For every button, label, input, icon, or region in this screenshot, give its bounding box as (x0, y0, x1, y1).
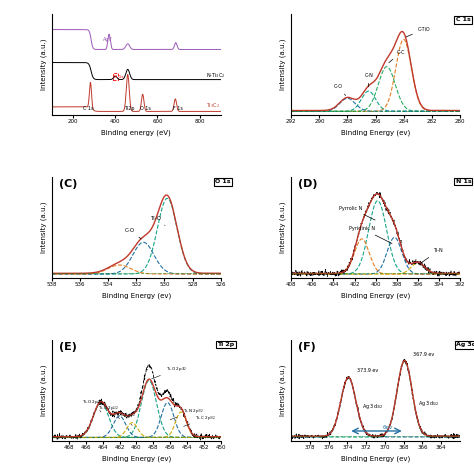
Text: Pyridinic N: Pyridinic N (349, 226, 392, 244)
Text: 367.9 ev: 367.9 ev (413, 352, 434, 357)
Text: Ag 3d: Ag 3d (456, 342, 474, 347)
Text: (D): (D) (298, 179, 318, 189)
Text: Ti-N: Ti-N (420, 248, 443, 264)
Text: C-N: C-N (365, 73, 373, 87)
Y-axis label: Intensity (a.u.): Intensity (a.u.) (40, 202, 46, 253)
Y-axis label: Intensity (a.u.): Intensity (a.u.) (40, 365, 46, 416)
Text: C 1s: C 1s (456, 18, 470, 22)
Text: Ti-O 2p$_{1/2}$: Ti-O 2p$_{1/2}$ (82, 398, 103, 412)
Text: O 1s: O 1s (140, 106, 151, 111)
Text: Ti-N 2p$_{1/2}$: Ti-N 2p$_{1/2}$ (99, 404, 119, 419)
Text: C 1s: C 1s (82, 106, 93, 111)
X-axis label: Binding energy (eV): Binding energy (eV) (101, 129, 171, 136)
Text: N 1s: N 1s (456, 179, 471, 184)
Text: 6ev: 6ev (383, 425, 393, 430)
Text: F: F (109, 37, 112, 42)
Text: (E): (E) (59, 342, 77, 352)
Y-axis label: Intensity (a.u.): Intensity (a.u.) (279, 365, 286, 416)
Y-axis label: Intensity (a.u.): Intensity (a.u.) (279, 39, 286, 90)
Text: Ti-O 2p$_{3/2}$: Ti-O 2p$_{3/2}$ (152, 365, 187, 379)
Text: C-O: C-O (125, 228, 141, 239)
Y-axis label: Intensity (a.u.): Intensity (a.u.) (279, 202, 286, 253)
Text: Ag: Ag (103, 37, 109, 42)
Text: C-O: C-O (333, 84, 346, 95)
Text: F 1s: F 1s (173, 106, 183, 111)
Text: Pyrrolic N: Pyrrolic N (339, 206, 375, 220)
Bar (113, 73, 118, 80)
Text: N-Ti$_3$C$_2$: N-Ti$_3$C$_2$ (206, 71, 225, 80)
Y-axis label: Intensity (a.u.): Intensity (a.u.) (40, 39, 46, 90)
X-axis label: Binding Energy (ev): Binding Energy (ev) (102, 456, 171, 462)
Text: Ti-N 2p$_{3/2}$: Ti-N 2p$_{3/2}$ (170, 407, 204, 419)
Text: Ti$_3$C$_2$: Ti$_3$C$_2$ (206, 101, 220, 110)
Text: Ti-C 2p$_{3/2}$: Ti-C 2p$_{3/2}$ (183, 414, 216, 427)
Text: Ag 3d$_{5/2}$: Ag 3d$_{5/2}$ (418, 400, 439, 408)
Text: O 1s: O 1s (215, 179, 230, 184)
Text: Ti2p: Ti2p (124, 106, 135, 111)
Text: (F): (F) (298, 342, 316, 352)
X-axis label: Binding Energy (ev): Binding Energy (ev) (102, 292, 171, 299)
X-axis label: Binding Energy (ev): Binding Energy (ev) (341, 292, 410, 299)
X-axis label: Binding Energy (ev): Binding Energy (ev) (341, 456, 410, 462)
Text: Ti-O: Ti-O (150, 216, 165, 226)
Text: Ag 3d$_{3/2}$: Ag 3d$_{3/2}$ (362, 403, 383, 411)
Text: Ti-C 2p$_{1/2}$: Ti-C 2p$_{1/2}$ (115, 411, 136, 425)
Text: Ti 2p: Ti 2p (217, 342, 234, 347)
Text: (C): (C) (59, 179, 77, 189)
Text: C-TiO: C-TiO (406, 27, 430, 37)
Text: N 1s: N 1s (114, 75, 123, 80)
Text: C-C: C-C (389, 50, 405, 63)
X-axis label: Binding Energy (ev): Binding Energy (ev) (341, 129, 410, 136)
Text: 373.9 ev: 373.9 ev (357, 368, 378, 373)
